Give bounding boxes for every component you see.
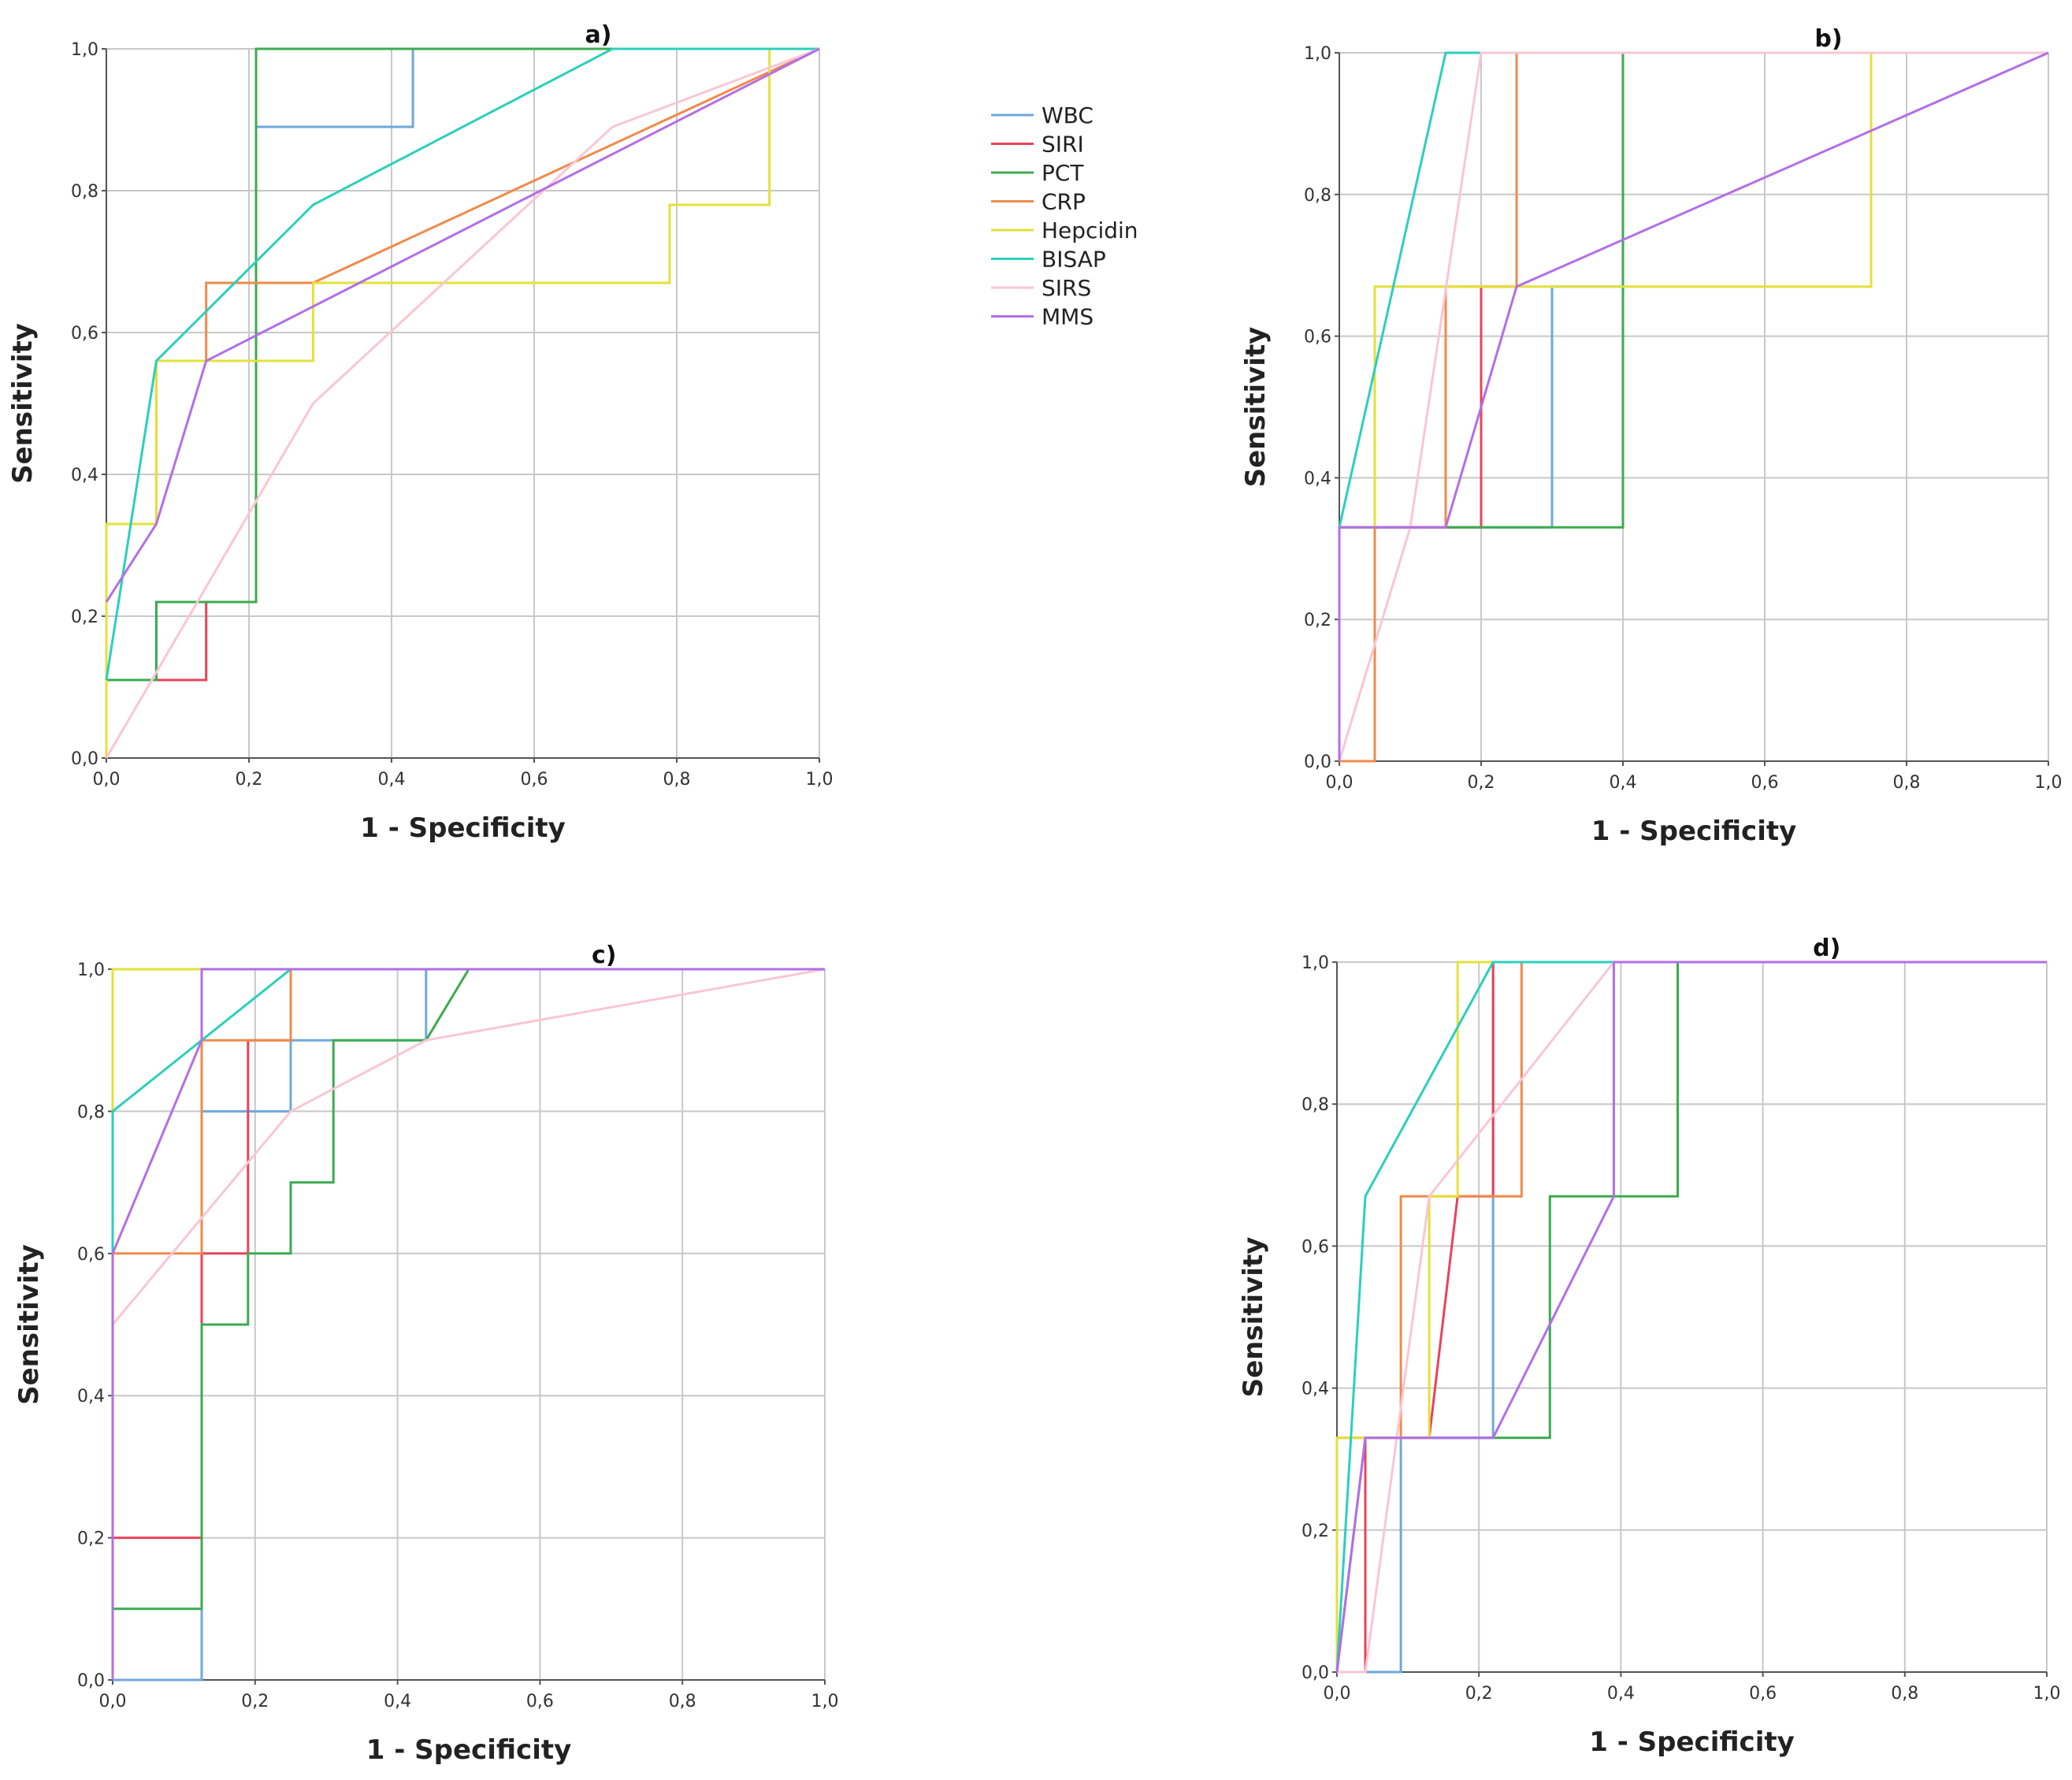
legend-label-siri: SIRI bbox=[1042, 132, 1084, 158]
y-tick-label: 1,0 bbox=[1304, 44, 1331, 64]
x-tick-label: 1,0 bbox=[2035, 773, 2063, 793]
x-tick-label: 0,2 bbox=[241, 1692, 269, 1711]
legend-label-crp: CRP bbox=[1042, 189, 1086, 215]
y-axis-title: Sensitivity bbox=[1238, 1237, 1269, 1398]
y-tick-label: 0,2 bbox=[77, 1529, 105, 1549]
x-tick-label: 0,6 bbox=[521, 770, 548, 790]
y-tick-label: 0,6 bbox=[77, 1245, 105, 1265]
x-tick-label: 0,0 bbox=[1324, 1684, 1351, 1704]
y-tick-label: 0,6 bbox=[1304, 328, 1331, 347]
x-tick-label: 0,4 bbox=[1607, 1684, 1635, 1704]
y-tick-label: 0,0 bbox=[1304, 753, 1331, 772]
series-line-bisap bbox=[105, 47, 819, 681]
x-tick-label: 0,0 bbox=[1326, 773, 1353, 793]
y-tick-label: 1,0 bbox=[77, 961, 105, 980]
y-tick-label: 0,8 bbox=[71, 182, 98, 202]
series-line-mms bbox=[1338, 51, 2049, 761]
x-tick-label: 0,4 bbox=[1610, 773, 1637, 793]
series-line-mms bbox=[105, 47, 820, 603]
y-tick-label: 0,6 bbox=[1301, 1237, 1329, 1257]
x-tick-label: 0,4 bbox=[384, 1692, 411, 1711]
roc-panel-3: 0,0 0,2 0,4 0,6 0,8 1,0 0,0 0,2 0,4 0,6 0,8 1,0 c) 1 … bbox=[13, 942, 839, 1766]
panel-title: c) bbox=[592, 942, 617, 969]
x-tick-label: 0,6 bbox=[1749, 1684, 1777, 1704]
y-tick-label: 0,2 bbox=[71, 608, 98, 627]
x-tick-label: 0,2 bbox=[1465, 1684, 1493, 1704]
y-axis-title: Sensitivity bbox=[13, 1244, 45, 1405]
y-tick-label: 0,4 bbox=[1304, 469, 1331, 489]
x-tick-label: 0,8 bbox=[663, 770, 691, 790]
roc-panel-1: 0,0 0,2 0,4 0,6 0,8 1,0 0,0 0,2 0,4 0,6 0,8 1,0 a) 1 … bbox=[7, 21, 834, 844]
y-tick-label: 0,8 bbox=[1301, 1095, 1329, 1115]
y-tick-label: 0,4 bbox=[77, 1387, 105, 1407]
x-tick-label: 0,8 bbox=[1893, 773, 1921, 793]
y-tick-label: 0,2 bbox=[1301, 1522, 1329, 1541]
x-tick-label: 0,0 bbox=[93, 770, 121, 790]
legend-label-hepcidin: Hepcidin bbox=[1042, 217, 1138, 243]
series-line-crp bbox=[1339, 51, 2048, 763]
x-tick-label: 0,2 bbox=[236, 770, 263, 790]
series-line-sirs bbox=[111, 968, 826, 1325]
y-tick-label: 0,0 bbox=[71, 749, 98, 769]
series-line-mms bbox=[1335, 961, 2047, 1673]
x-axis-title: 1 - Specificity bbox=[1589, 1726, 1795, 1758]
y-axis-title: Sensitivity bbox=[7, 323, 39, 484]
y-tick-label: 0,8 bbox=[77, 1102, 105, 1122]
series-line-sirs bbox=[1338, 51, 2048, 762]
legend-label-bisap: BISAP bbox=[1042, 247, 1106, 273]
y-tick-label: 1,0 bbox=[1301, 953, 1329, 973]
x-tick-label: 1,0 bbox=[811, 1692, 839, 1711]
x-tick-label: 1,0 bbox=[806, 770, 834, 790]
x-tick-label: 0,6 bbox=[526, 1692, 554, 1711]
series-line-hepcidin bbox=[105, 47, 819, 758]
y-tick-label: 0,4 bbox=[71, 466, 98, 485]
x-tick-label: 1,0 bbox=[2033, 1684, 2061, 1704]
legend-label-wbc: WBC bbox=[1042, 102, 1094, 128]
y-tick-label: 1,0 bbox=[71, 40, 98, 60]
x-tick-label: 0,2 bbox=[1468, 773, 1495, 793]
y-tick-label: 0,0 bbox=[1301, 1663, 1329, 1683]
x-tick-label: 0,8 bbox=[1891, 1684, 1918, 1704]
legend-label-pct: PCT bbox=[1042, 160, 1084, 186]
x-axis-title: 1 - Specificity bbox=[360, 812, 566, 844]
y-tick-label: 0,4 bbox=[1301, 1380, 1329, 1399]
series-line-siri bbox=[1337, 961, 2047, 1674]
legend-label-mms: MMS bbox=[1042, 304, 1094, 330]
x-axis-title: 1 - Specificity bbox=[1591, 816, 1797, 847]
series-line-sirs bbox=[105, 47, 820, 759]
chart-panels: 0,0 0,2 0,4 0,6 0,8 1,0 0,0 0,2 0,4 0,6 0,8 1,0 a) 1 … bbox=[7, 21, 2063, 1766]
roc-panel-2: 0,0 0,2 0,4 0,6 0,8 1,0 0,0 0,2 0,4 0,6 0,8 1,0 b) 1 … bbox=[1240, 25, 2063, 847]
panel-title: b) bbox=[1814, 25, 1842, 53]
y-axis-title: Sensitivity bbox=[1240, 327, 1272, 488]
roc-panel-4: 0,0 0,2 0,4 0,6 0,8 1,0 0,0 0,2 0,4 0,6 0,8 1,0 d) 1 … bbox=[1238, 935, 2061, 1758]
y-tick-label: 0,8 bbox=[1304, 186, 1331, 206]
series-line-mms bbox=[111, 968, 825, 1680]
x-tick-label: 0,4 bbox=[378, 770, 406, 790]
legend-label-sirs: SIRS bbox=[1042, 275, 1091, 301]
panel-title: d) bbox=[1813, 935, 1840, 962]
x-axis-title: 1 - Specificity bbox=[366, 1734, 572, 1766]
x-tick-label: 0,0 bbox=[99, 1692, 127, 1711]
y-tick-label: 0,0 bbox=[77, 1671, 105, 1691]
y-tick-label: 0,6 bbox=[71, 324, 98, 344]
x-tick-label: 0,6 bbox=[1751, 773, 1779, 793]
y-tick-label: 0,2 bbox=[1304, 611, 1331, 630]
x-tick-label: 0,8 bbox=[669, 1692, 696, 1711]
panel-title: a) bbox=[585, 21, 611, 49]
